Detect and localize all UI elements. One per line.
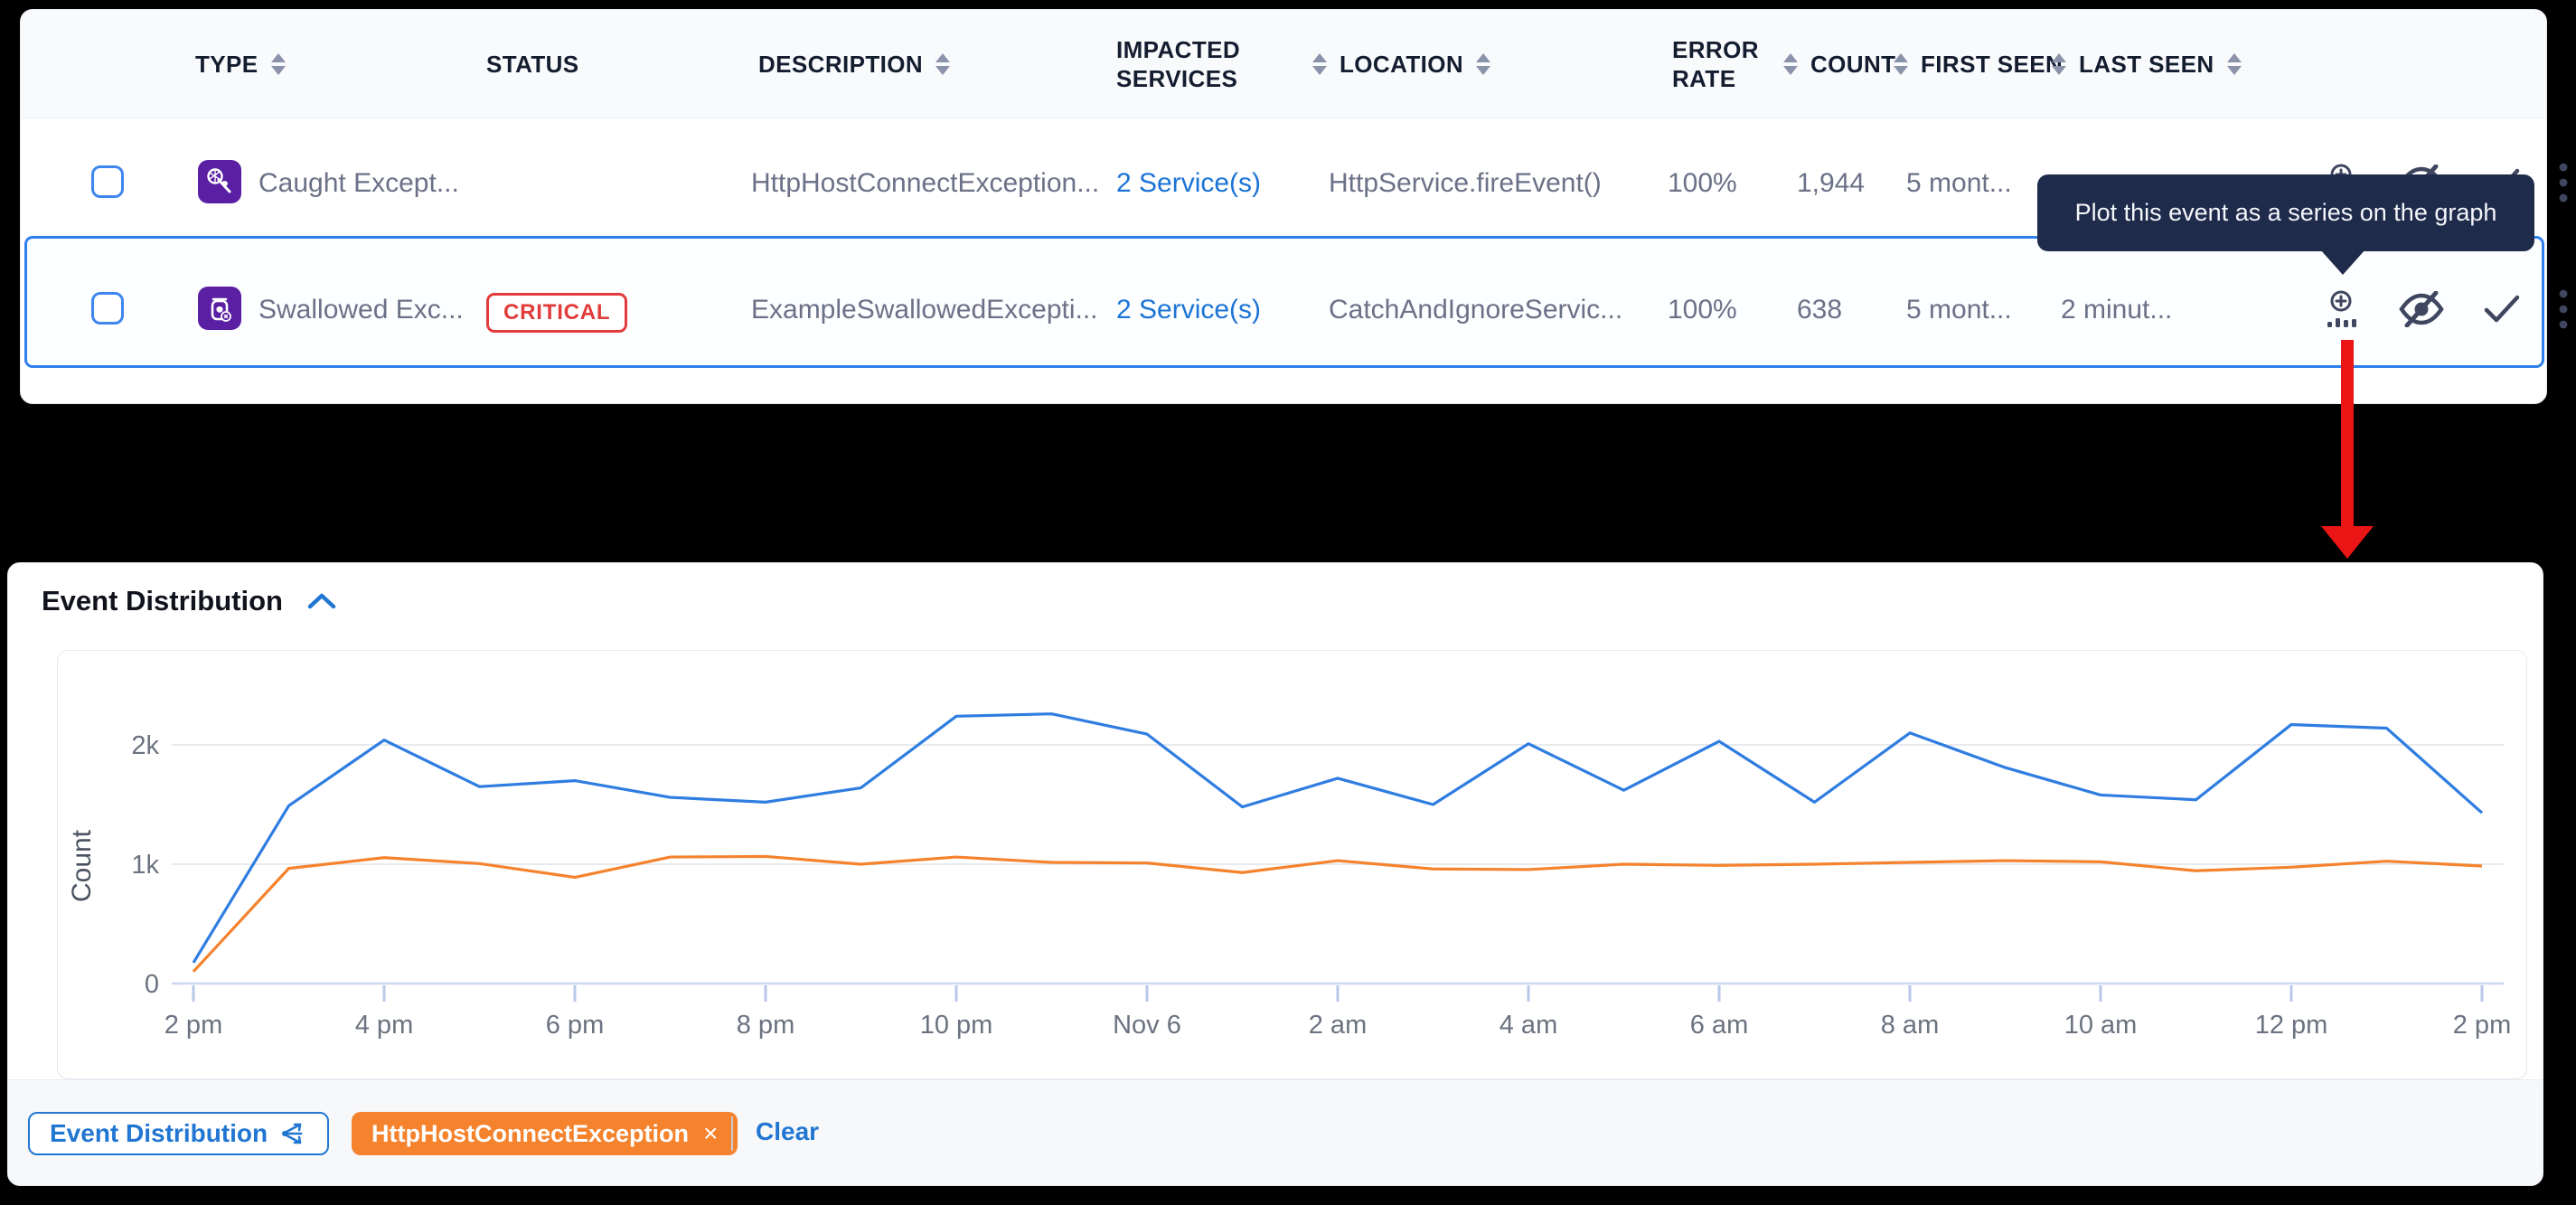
critical-status-badge: CRITICAL bbox=[486, 293, 628, 333]
chart-svg: 0 1k 2k 2 pm 4 pm 6 pm 8 pm 10 pm Nov 6 2 am 4 am 6… bbox=[67, 712, 2511, 1040]
sort-arrows-icon[interactable] bbox=[1312, 53, 1327, 75]
sort-arrows-icon[interactable] bbox=[2226, 53, 2242, 75]
chart-plot-container: 0 1k 2k 2 pm 4 pm 6 pm 8 pm 10 pm Nov 6 2 am 4 am 6… bbox=[57, 650, 2527, 1079]
column-header-error-rate[interactable]: ERROR RATE bbox=[1672, 36, 1759, 92]
column-header-first-seen[interactable]: FIRST SEEN bbox=[1894, 10, 2063, 118]
y-axis-tick-label: 2k bbox=[131, 731, 159, 760]
clear-series-button[interactable]: Clear bbox=[756, 1117, 820, 1145]
x-axis-tick-label: 10 pm bbox=[920, 1011, 993, 1040]
series-line-event-distribution bbox=[192, 712, 2484, 964]
column-header-type[interactable]: TYPE bbox=[195, 10, 286, 118]
column-header-impacted-services[interactable]: IMPACTED SERVICES bbox=[1116, 36, 1241, 92]
row-error-rate: 100% bbox=[1668, 168, 1737, 198]
column-header-last-seen[interactable]: LAST SEEN bbox=[2052, 10, 2242, 118]
series-line-httphostconnectexception bbox=[192, 854, 2483, 973]
row-description: HttpHostConnectException... bbox=[751, 168, 1100, 198]
row-checkbox[interactable] bbox=[91, 165, 124, 198]
sort-arrows-icon[interactable] bbox=[935, 53, 951, 75]
hide-eye-slash-icon[interactable] bbox=[2398, 291, 2445, 327]
y-axis-tick-label: 0 bbox=[145, 970, 159, 999]
row-count: 638 bbox=[1797, 295, 1843, 325]
x-axis-tick-label: Nov 6 bbox=[1113, 1011, 1181, 1040]
close-icon[interactable]: × bbox=[703, 1119, 719, 1147]
row-error-rate: 100% bbox=[1668, 295, 1737, 325]
x-axis-tick-label: 6 pm bbox=[546, 1011, 604, 1040]
red-arrow-head bbox=[2321, 526, 2374, 559]
row-actions bbox=[2322, 288, 2568, 330]
http-host-connect-exception-chip[interactable]: HttpHostConnectException × bbox=[352, 1112, 738, 1155]
caught-exception-icon bbox=[198, 160, 241, 203]
row-type-label: Swallowed Exc... bbox=[259, 295, 464, 325]
column-header-description[interactable]: DESCRIPTION bbox=[758, 10, 951, 118]
x-axis-tick-label: 8 pm bbox=[737, 1011, 794, 1040]
sort-arrows-icon[interactable] bbox=[1894, 53, 1908, 75]
share-branch-icon bbox=[280, 1120, 307, 1147]
table-header-row: TYPE STATUS DESCRIPTION IMPACTED SERVICE… bbox=[21, 10, 2546, 118]
x-axis-tick-label: 6 am bbox=[1690, 1011, 1748, 1040]
row-location: CatchAndIgnoreServic... bbox=[1329, 295, 1623, 325]
kebab-menu-icon[interactable] bbox=[2559, 288, 2568, 330]
row-location: HttpService.fireEvent() bbox=[1329, 168, 1602, 198]
row-description: ExampleSwallowedExcepti... bbox=[751, 295, 1098, 325]
red-arrow-annotation bbox=[2341, 340, 2354, 526]
chart-legend-band: Event Distribution HttpHostConnectExcept… bbox=[8, 1079, 2543, 1185]
row-type-label: Caught Except... bbox=[259, 168, 459, 198]
x-axis-tick-label: 8 am bbox=[1881, 1011, 1939, 1040]
event-distribution-series-button[interactable]: Event Distribution bbox=[28, 1112, 330, 1155]
chart-title: Event Distribution bbox=[42, 585, 283, 617]
column-header-status[interactable]: STATUS bbox=[486, 50, 579, 78]
sort-arrows-icon[interactable] bbox=[1476, 53, 1491, 75]
x-axis-tick-label: 2 am bbox=[1309, 1011, 1367, 1040]
impacted-services-link[interactable]: 2 Service(s) bbox=[1116, 168, 1262, 198]
x-axis-tick-label: 4 pm bbox=[355, 1011, 413, 1040]
sort-arrows-icon[interactable] bbox=[2052, 53, 2066, 75]
y-axis-title: Count bbox=[67, 829, 97, 902]
row-first-seen: 5 mont... bbox=[1906, 168, 2012, 198]
column-header-count[interactable]: COUNT bbox=[1783, 10, 1895, 118]
swallowed-exception-icon bbox=[198, 287, 241, 330]
column-header-location[interactable]: LOCATION bbox=[1312, 10, 1491, 118]
x-axis-tick-label: 4 am bbox=[1500, 1011, 1557, 1040]
selected-row-outline bbox=[24, 236, 2544, 368]
plot-on-graph-icon[interactable] bbox=[2322, 289, 2360, 329]
chart-title-row: Event Distribution bbox=[42, 585, 337, 617]
chevron-up-icon[interactable] bbox=[306, 591, 337, 611]
y-axis-tick-label: 1k bbox=[131, 851, 159, 880]
checkmark-icon[interactable] bbox=[2483, 294, 2521, 325]
sort-arrows-icon[interactable] bbox=[1783, 53, 1798, 75]
legend-divider bbox=[731, 1116, 733, 1151]
x-axis-tick-label: 10 am bbox=[2064, 1011, 2138, 1040]
row-checkbox[interactable] bbox=[91, 292, 124, 325]
impacted-services-link[interactable]: 2 Service(s) bbox=[1116, 295, 1262, 325]
kebab-menu-icon[interactable] bbox=[2559, 162, 2568, 203]
plot-event-tooltip: Plot this event as a series on the graph bbox=[2037, 174, 2534, 275]
row-count: 1,944 bbox=[1797, 168, 1866, 198]
row-first-seen: 5 mont... bbox=[1906, 295, 2012, 325]
x-axis-tick-label: 2 pm bbox=[165, 1011, 222, 1040]
sort-arrows-icon[interactable] bbox=[270, 53, 286, 75]
row-last-seen: 2 minut... bbox=[2061, 295, 2173, 325]
x-axis-tick-label: 2 pm bbox=[2453, 1011, 2511, 1040]
event-distribution-card: Event Distribution 0 1k 2k 2 pm 4 pm 6 pm 8 pm… bbox=[7, 562, 2543, 1186]
x-axis-tick-label: 12 pm bbox=[2255, 1011, 2328, 1040]
